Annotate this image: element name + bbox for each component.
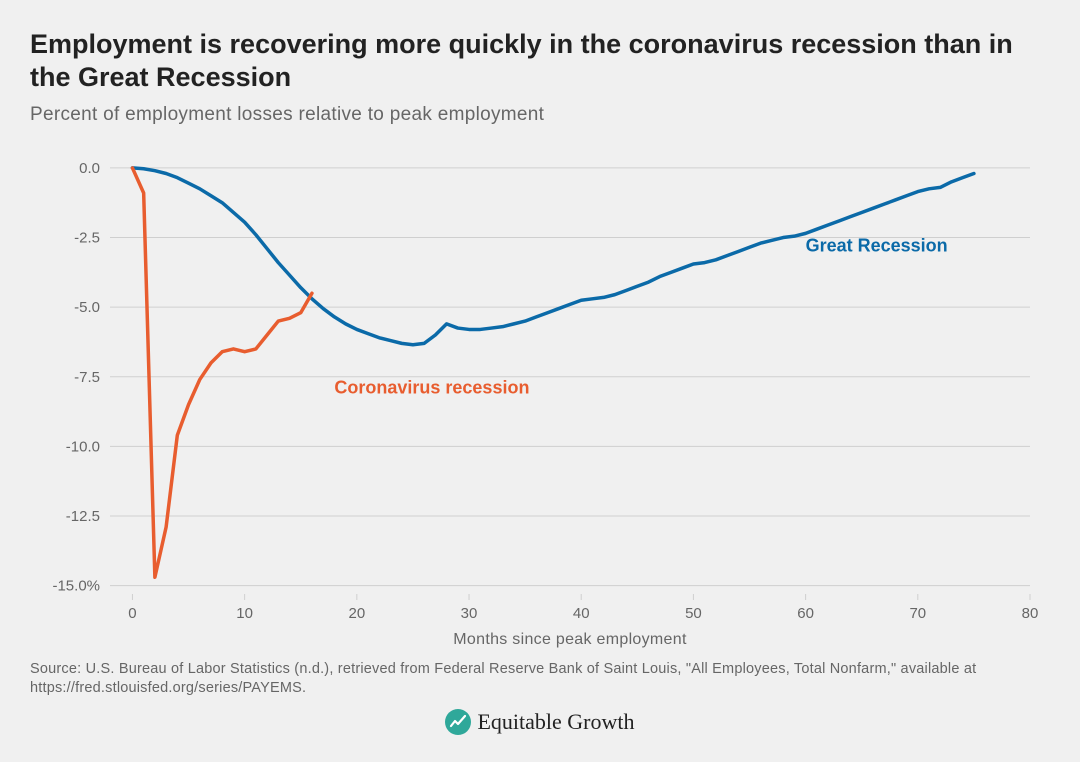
- svg-text:60: 60: [797, 605, 814, 622]
- svg-text:0: 0: [128, 605, 136, 622]
- series-line: [132, 168, 973, 345]
- svg-text:-15.0%: -15.0%: [52, 578, 100, 595]
- chart-title: Employment is recovering more quickly in…: [30, 28, 1050, 94]
- y-axis: -15.0% -12.5 -10.0 -7.5 -5.0 -2.5 0.0: [52, 160, 100, 595]
- series-label: Great Recession: [806, 235, 948, 255]
- svg-text:40: 40: [573, 605, 590, 622]
- chart-area: -15.0% -12.5 -10.0 -7.5 -5.0 -2.5 0.0 0 10 20 30 40…: [30, 134, 1050, 654]
- brand-footer: Equitable Growth: [30, 709, 1050, 735]
- svg-text:20: 20: [348, 605, 365, 622]
- gridlines: [110, 168, 1030, 586]
- chart-subtitle: Percent of employment losses relative to…: [30, 104, 1050, 126]
- svg-text:-2.5: -2.5: [74, 229, 100, 246]
- svg-text:50: 50: [685, 605, 702, 622]
- svg-text:30: 30: [461, 605, 478, 622]
- x-axis: 0 10 20 30 40 50 60 70 80: [128, 594, 1038, 622]
- brand-name: Equitable Growth: [477, 709, 634, 735]
- svg-text:-5.0: -5.0: [74, 299, 100, 316]
- svg-text:-7.5: -7.5: [74, 369, 100, 386]
- brand-logo-icon: [445, 709, 471, 735]
- svg-text:70: 70: [909, 605, 926, 622]
- series-label: Coronavirus recession: [334, 377, 529, 397]
- svg-text:10: 10: [236, 605, 253, 622]
- x-axis-label: Months since peak employment: [453, 631, 687, 648]
- svg-text:0.0: 0.0: [79, 160, 100, 177]
- source-citation: Source: U.S. Bureau of Labor Statistics …: [30, 660, 1050, 699]
- svg-text:-12.5: -12.5: [66, 508, 100, 525]
- svg-text:-10.0: -10.0: [66, 438, 100, 455]
- svg-text:80: 80: [1022, 605, 1039, 622]
- line-chart: -15.0% -12.5 -10.0 -7.5 -5.0 -2.5 0.0 0 10 20 30 40…: [30, 134, 1050, 654]
